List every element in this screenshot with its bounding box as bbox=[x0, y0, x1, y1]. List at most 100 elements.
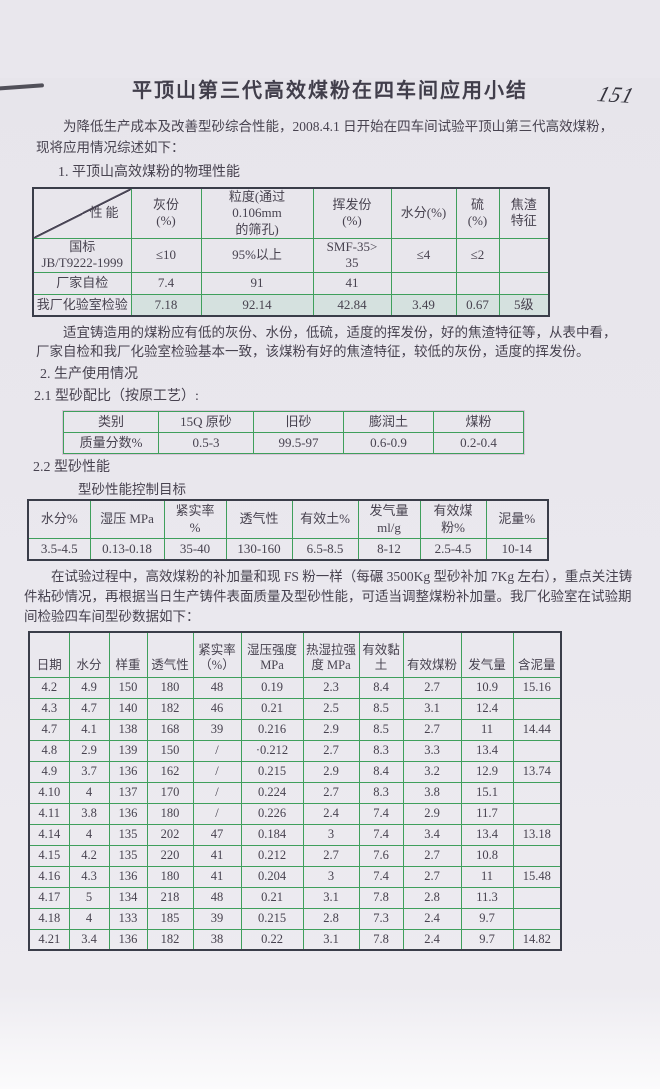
table-row: 厂家自检 7.4 91 41 bbox=[32, 271, 550, 295]
table-cell: 0.212 bbox=[240, 844, 304, 867]
table-cell: 2.4 bbox=[402, 928, 462, 951]
table-cell: 4.7 bbox=[68, 697, 110, 720]
table-header-row: 类别 15Q 原砂 旧砂 膨润土 煤粉 bbox=[63, 411, 524, 434]
table-cell: 10-14 bbox=[485, 537, 549, 561]
table-cell: 182 bbox=[146, 928, 194, 951]
table-cell: 4.17 bbox=[28, 886, 70, 909]
table-cell: 0.19 bbox=[240, 676, 304, 699]
table-cell: 0.224 bbox=[240, 781, 304, 804]
column-header: 湿压 MPa bbox=[89, 499, 165, 539]
table-cell: 2.7 bbox=[302, 739, 360, 762]
table-cell: 2.5-4.5 bbox=[419, 537, 487, 561]
table-cell: 0.13-0.18 bbox=[89, 537, 165, 561]
sand-performance-target-table: 水分% 湿压 MPa 紧实率 % 透气性 有效土% 发气量 ml/g 有效煤 粉… bbox=[27, 499, 549, 562]
table-cell: 6.5-8.5 bbox=[291, 537, 359, 561]
table-cell: 2.4 bbox=[402, 907, 462, 930]
table-cell: 7.8 bbox=[358, 886, 404, 909]
table-row: 我厂化验室检验 7.18 92.14 42.84 3.49 0.67 5级 bbox=[32, 293, 550, 317]
table-cell: 47 bbox=[192, 823, 242, 846]
table-cell: 4.10 bbox=[28, 781, 70, 804]
column-header: 15Q 原砂 bbox=[158, 411, 254, 434]
row-label: 国标 JB/T9222-1999 bbox=[32, 237, 132, 273]
column-header: 类别 bbox=[63, 411, 159, 434]
table-cell: 3 bbox=[302, 823, 360, 846]
column-header: 日期 bbox=[28, 631, 70, 678]
table-cell: 2.5 bbox=[302, 697, 360, 720]
section-2-heading: 2. 生产使用情况 bbox=[40, 367, 138, 383]
target-subheading: 型砂性能控制目标 bbox=[78, 482, 186, 498]
column-header: 湿压强度 MPa bbox=[240, 631, 304, 678]
table-cell: 3.8 bbox=[68, 802, 110, 825]
table-cell: 4.3 bbox=[68, 865, 110, 888]
table-cell: 7.4 bbox=[358, 865, 404, 888]
table-cell: 150 bbox=[108, 676, 148, 699]
table-cell: 8.5 bbox=[358, 718, 404, 741]
table-cell: 4.9 bbox=[68, 676, 110, 699]
table-cell: 2.7 bbox=[402, 844, 462, 867]
column-header: 有效煤 粉% bbox=[419, 499, 487, 539]
table-row: 4.3 4.7 140 182 46 0.21 2.5 8.5 3.1 12.4 bbox=[28, 697, 562, 720]
column-header: 硫 (%) bbox=[455, 187, 500, 239]
table-cell: ·0.212 bbox=[240, 739, 304, 762]
table-cell: 136 bbox=[108, 928, 148, 951]
table-cell: 8.3 bbox=[358, 739, 404, 762]
table-row: 4.16 4.3 136 180 41 0.204 3 7.4 2.7 11 15.48 bbox=[28, 865, 562, 888]
table-cell: 0.184 bbox=[240, 823, 304, 846]
table-cell bbox=[455, 271, 500, 295]
table-cell: 7.18 bbox=[130, 293, 202, 317]
table-cell: 9.7 bbox=[460, 928, 514, 951]
table-row: 4.10 4 137 170/0.224 2.7 8.3 3.8 15.1 bbox=[28, 781, 562, 804]
column-header: 膨润土 bbox=[343, 411, 434, 434]
section-1-heading: 1. 平顶山高效煤粉的物理性能 bbox=[58, 165, 240, 180]
table-cell: 170 bbox=[146, 781, 194, 804]
table-row: 4.9 3.7 136 162/0.215 2.9 8.4 3.2 12.9 13.74 bbox=[28, 760, 562, 783]
table-cell: 220 bbox=[146, 844, 194, 867]
table-cell: 0.6-0.9 bbox=[343, 432, 434, 455]
table-cell: / bbox=[192, 739, 242, 762]
daily-sand-test-table: 日期 水分 样重 透气性 紧实率 （%） 湿压强度 MPa 热湿拉强 度 MPa… bbox=[28, 631, 562, 952]
table-cell: 7.8 bbox=[358, 928, 404, 951]
table-cell: 0.67 bbox=[455, 293, 500, 317]
table-cell: 48 bbox=[192, 886, 242, 909]
table-cell: 92.14 bbox=[200, 293, 314, 317]
column-header: 灰份 (%) bbox=[130, 187, 202, 239]
table-cell: 41 bbox=[192, 844, 242, 867]
table-cell: 134 bbox=[108, 886, 148, 909]
table-cell: 8.5 bbox=[358, 697, 404, 720]
section-2-1-heading: 2.1 型砂配比（按原工艺）: bbox=[34, 389, 199, 405]
table-cell: 138 bbox=[108, 718, 148, 741]
sand-ratio-table: 类别 15Q 原砂 旧砂 膨润土 煤粉 质量分数% 0.5-3 99.5-97 … bbox=[62, 410, 525, 456]
column-header: 透气性 bbox=[225, 499, 293, 539]
table-cell: 130-160 bbox=[225, 537, 293, 561]
table-cell: 0.21 bbox=[240, 886, 304, 909]
column-header: 含泥量 bbox=[512, 631, 562, 678]
table-row: 质量分数% 0.5-3 99.5-97 0.6-0.9 0.2-0.4 bbox=[63, 432, 524, 455]
table-cell: 140 bbox=[108, 697, 148, 720]
table-cell: 38 bbox=[192, 928, 242, 951]
row-label: 厂家自检 bbox=[32, 271, 132, 295]
table-cell: 4.2 bbox=[68, 844, 110, 867]
row-label: 我厂化验室检验 bbox=[32, 293, 132, 317]
table-cell: / bbox=[192, 781, 242, 804]
table-cell: 0.21 bbox=[240, 697, 304, 720]
diagonal-corner-cell: 性能 bbox=[32, 187, 132, 239]
table-cell: 8.4 bbox=[358, 760, 404, 783]
table-cell: 9.7 bbox=[460, 907, 514, 930]
table-cell: 7.4 bbox=[358, 823, 404, 846]
table-header-row: 日期 水分 样重 透气性 紧实率 （%） 湿压强度 MPa 热湿拉强 度 MPa… bbox=[28, 631, 562, 678]
column-header: 旧砂 bbox=[253, 411, 344, 434]
table-cell: 3.1 bbox=[402, 697, 462, 720]
table-cell: 11.7 bbox=[460, 802, 514, 825]
section-2-2-heading: 2.2 型砂性能 bbox=[33, 460, 110, 476]
table-cell: ≤2 bbox=[455, 237, 500, 273]
table-cell: 218 bbox=[146, 886, 194, 909]
column-header: 粒度(通过 0.106mm 的筛孔) bbox=[200, 187, 314, 239]
table-cell: 0.204 bbox=[240, 865, 304, 888]
table-cell: 12.4 bbox=[460, 697, 514, 720]
table-cell: 2.7 bbox=[402, 676, 462, 699]
table-row: 4.2 4.9 150 180 48 0.19 2.3 8.4 2.7 10.9 15.16 bbox=[28, 676, 562, 699]
table-cell: 4.14 bbox=[28, 823, 70, 846]
table-row: 4.8 2.9 139 150/·0.212 2.7 8.3 3.3 13.4 bbox=[28, 739, 562, 762]
scanned-document-page: 151 平顶山第三代高效煤粉在四车间应用小结 为降低生产成本及改善型砂综合性能，… bbox=[0, 78, 660, 1089]
table-cell: 135 bbox=[108, 823, 148, 846]
